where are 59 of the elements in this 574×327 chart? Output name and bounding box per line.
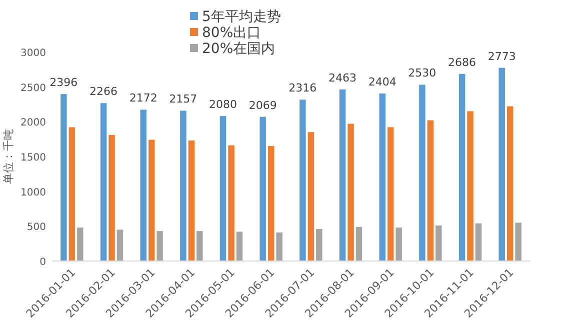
bar [77, 228, 84, 261]
bar [348, 124, 354, 261]
bar [300, 100, 306, 261]
bar [316, 228, 322, 261]
bar [228, 145, 234, 261]
legend-label: 20%在国内 [202, 41, 276, 57]
bar [475, 223, 482, 261]
bar [140, 110, 146, 261]
data-label: 2773 [488, 50, 516, 63]
bar [458, 74, 466, 261]
bar [419, 84, 426, 261]
bar [156, 231, 163, 261]
bar [188, 140, 195, 261]
bar [396, 228, 402, 261]
bar [467, 111, 474, 261]
data-label: 2404 [368, 76, 396, 89]
y-tick-label: 0 [40, 257, 46, 268]
data-label: 2080 [209, 98, 238, 112]
bar [260, 116, 266, 261]
bar [498, 68, 505, 261]
legend-label: 5年平均走势 [202, 9, 281, 25]
bar [268, 146, 274, 261]
bar [148, 140, 155, 261]
bar [308, 132, 314, 261]
bar [236, 232, 243, 261]
data-label: 2316 [288, 82, 317, 95]
data-label: 2686 [448, 56, 476, 69]
data-label: 2172 [129, 92, 158, 105]
data-label: 2396 [50, 76, 78, 90]
bar [356, 226, 362, 261]
bar [276, 232, 282, 261]
bar [427, 120, 434, 261]
bar [387, 127, 394, 261]
data-label: 2157 [169, 92, 198, 106]
bar [68, 127, 76, 261]
y-tick-label: 2500 [20, 82, 46, 94]
bar [436, 225, 442, 261]
bar [100, 103, 107, 261]
bar [220, 116, 226, 261]
bar [116, 230, 124, 261]
bar [515, 222, 522, 261]
bar [196, 231, 203, 261]
legend-label: 80%出口 [202, 25, 262, 41]
y-tick-label: 500 [26, 222, 46, 234]
bar [379, 94, 386, 261]
y-tick-label: 2000 [20, 118, 46, 129]
bar [180, 110, 186, 261]
data-label: 2069 [248, 98, 277, 112]
bar [60, 94, 67, 261]
data-label: 2463 [328, 71, 357, 84]
bar [108, 134, 115, 261]
data-label: 2266 [90, 85, 118, 98]
y-axis-title: 单位：千吨 [2, 129, 15, 184]
y-tick-label: 1000 [20, 187, 46, 198]
bar [339, 89, 346, 261]
y-tick-label: 1500 [20, 152, 46, 164]
data-label: 2530 [408, 66, 436, 80]
y-tick-label: 3000 [20, 48, 46, 59]
bar [506, 106, 514, 261]
